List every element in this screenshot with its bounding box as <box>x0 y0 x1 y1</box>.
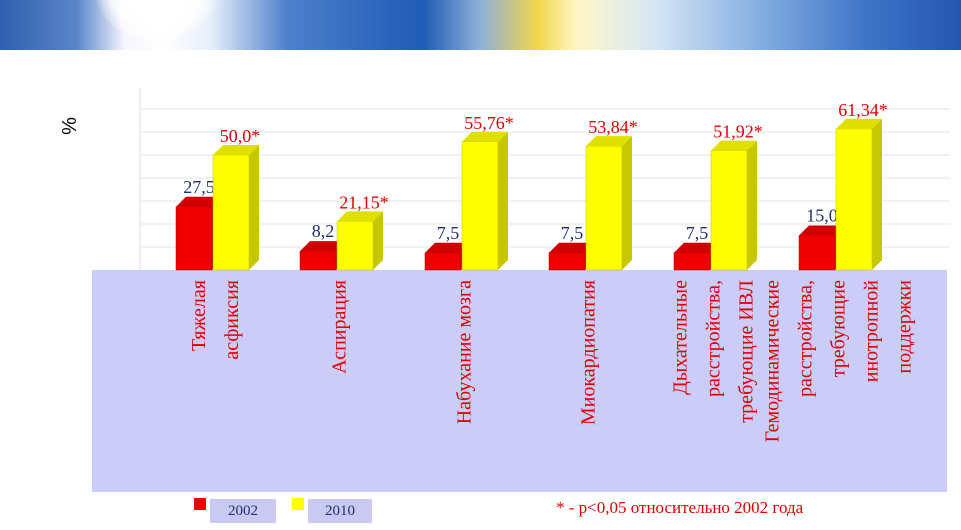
category-label-5: Гемодинамические расстройства, требующие ин… <box>762 280 916 443</box>
category-label-line: расстройства, <box>703 280 725 397</box>
bar-2010-3-side <box>622 136 632 270</box>
bar-2010-5-front <box>835 128 873 271</box>
category-label-3: Миокардиопатия <box>578 280 600 425</box>
bar-2010-4-side <box>747 140 757 270</box>
bar-2010-4-top <box>711 140 757 151</box>
bar-2002-4-front <box>673 252 711 271</box>
data-label-2010-2: 55,76* <box>464 113 514 133</box>
data-label-2002-0: 27,5 <box>183 177 215 197</box>
legend-label-2002: 2002 <box>210 499 276 523</box>
bars-group: 27,5 8,2 7,5 7,5 7,5 15,0 50,0* 21,15* 55,76* 53,… <box>175 100 888 271</box>
bar-2010-0-side <box>249 145 259 270</box>
category-label-line: Набухание мозга <box>454 280 476 424</box>
bar-2010-2-top <box>462 131 508 142</box>
bar-2010-1 <box>336 211 383 271</box>
legend: 2002 2010 <box>186 496 372 524</box>
bar-2002-0-front <box>175 206 213 271</box>
bar-2002-4-top <box>674 242 720 253</box>
bar-2010-0 <box>212 145 259 271</box>
category-label-line: Аспирация <box>329 280 351 374</box>
bar-2010-0-front <box>212 154 250 271</box>
data-label-2010-5: 61,34* <box>838 100 888 120</box>
data-label-2002-3: 7,5 <box>561 223 584 243</box>
data-label-2002-5: 15,0 <box>806 206 838 226</box>
bar-2002-2-top <box>425 242 471 253</box>
bar-2010-2 <box>461 131 508 271</box>
bar-2002-0-top <box>176 196 222 207</box>
bar-2010-1-front <box>336 221 374 271</box>
bar-2010-5 <box>835 118 882 271</box>
category-label-line: расстройства, <box>795 280 817 397</box>
category-label-line: Тяжелая <box>188 280 210 351</box>
data-label-2010-3: 53,84* <box>588 117 638 137</box>
category-label-line: инотропной <box>861 280 883 383</box>
category-label-line: Дыхательные <box>670 280 692 395</box>
bar-2002-2-front <box>424 252 462 271</box>
data-label-2010-0: 50,0* <box>220 126 261 146</box>
category-axis-panel <box>92 270 947 492</box>
bar-2002-1-front <box>299 250 337 271</box>
bar-2002-1-top <box>300 241 346 252</box>
legend-swatch-2010 <box>292 498 304 510</box>
category-label-line: требующие <box>828 280 850 377</box>
bar-2010-4 <box>710 140 757 271</box>
category-label-0: Тяжелая асфиксия <box>188 280 243 360</box>
bar-2002-3-front <box>548 252 586 271</box>
bar-2010-0-top <box>213 145 259 155</box>
data-label-2002-1: 8,2 <box>312 221 335 241</box>
significance-footnote: * - p<0,05 относительно 2002 года <box>556 498 804 517</box>
bar-2002-1 <box>299 241 346 271</box>
bar-2002-5-top <box>799 225 845 236</box>
category-label-1: Аспирация <box>329 280 351 374</box>
bar-2002-3-top <box>549 242 595 253</box>
bar-2010-4-front <box>710 150 748 271</box>
data-label-2010-1: 21,15* <box>339 192 389 212</box>
legend-label-2010: 2010 <box>308 499 372 523</box>
category-label-line: поддержки <box>894 280 916 374</box>
bar-2010-3 <box>585 136 632 271</box>
bar-2010-1-top <box>337 211 383 222</box>
category-labels: Тяжелая асфиксия Аспирация Набухание мозга М… <box>188 280 916 443</box>
header-banner <box>0 0 961 50</box>
data-label-2010-4: 51,92* <box>713 122 763 142</box>
data-label-2002-2: 7,5 <box>437 223 460 243</box>
category-label-4: Дыхательные расстройства, требующие ИВЛ <box>670 280 758 423</box>
legend-swatch-2002 <box>194 498 206 510</box>
category-label-line: требующие ИВЛ <box>736 280 758 423</box>
bar-2010-5-top <box>836 118 882 129</box>
bar-2010-5-side <box>872 118 882 270</box>
category-label-2: Набухание мозга <box>454 280 476 424</box>
data-label-2002-4: 7,5 <box>686 223 709 243</box>
bar-2010-2-side <box>498 131 508 270</box>
bar-2002-5-front <box>798 235 836 271</box>
bar-2010-3-top <box>586 136 632 147</box>
y-axis-label: % <box>59 117 81 135</box>
category-label-line: Миокардиопатия <box>578 280 600 425</box>
bar-2010-2-front <box>461 141 499 271</box>
bar-2010-3-front <box>585 145 623 271</box>
category-label-line: асфиксия <box>221 280 243 360</box>
bar-2010-1-side <box>373 211 383 270</box>
category-label-line: Гемодинамические <box>762 280 784 443</box>
